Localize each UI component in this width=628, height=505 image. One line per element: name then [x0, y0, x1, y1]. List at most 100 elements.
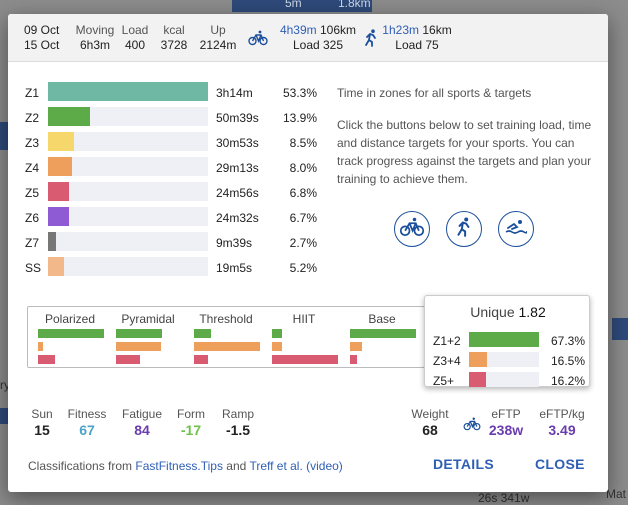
- unique-row: Z5+ 16.2%: [433, 372, 587, 389]
- distribution-threshold: Threshold: [190, 307, 262, 367]
- kcal-stat: kcal 3728: [157, 23, 191, 53]
- zone-percent: 2.7%: [289, 236, 317, 250]
- unique-row-label: Z1+2: [433, 334, 461, 348]
- ramp-value: -1.5: [225, 422, 251, 438]
- run-target-button[interactable]: [446, 211, 482, 247]
- unique-bar: [469, 352, 487, 367]
- unique-row: Z3+4 16.5%: [433, 352, 587, 369]
- sun-value: 15: [34, 422, 50, 438]
- info-title: Time in zones for all sports & targets: [337, 86, 532, 100]
- zone-label: SS: [25, 261, 42, 275]
- zone-percent: 5.2%: [289, 261, 317, 275]
- info-text: Click the buttons below to set training …: [337, 118, 592, 186]
- bike-target-button[interactable]: [394, 211, 430, 247]
- date-from: 09 Oct: [24, 23, 60, 37]
- dialog-header: 09 Oct 15 Oct Moving 6h3m Load 400 kcal …: [8, 14, 608, 62]
- unique-row: Z1+2 67.3%: [433, 332, 587, 349]
- form-label: Form: [177, 407, 205, 421]
- zone-row: Z5 24m56s 6.8%: [25, 182, 325, 202]
- ride-distance: 106km: [320, 23, 357, 37]
- ride-load: Load 325: [292, 38, 344, 52]
- zone-time: 24m56s: [216, 186, 259, 200]
- unique-row-percent: 67.3%: [550, 334, 585, 348]
- zone-bar-track: [48, 232, 208, 251]
- run-distance: 16km: [422, 23, 452, 37]
- unique-value: 1.82: [518, 304, 546, 320]
- background-left-strip: [0, 122, 8, 150]
- swim-target-button[interactable]: [498, 211, 534, 247]
- weight-stat: Weight 68: [406, 406, 454, 438]
- eftpkg-stat: eFTP/kg 3.49: [534, 406, 590, 438]
- zone-row: Z4 29m13s 8.0%: [25, 157, 325, 177]
- credits-mid: and: [222, 459, 250, 473]
- close-button[interactable]: CLOSE: [535, 456, 585, 472]
- eftp-stat: eFTP 238w: [484, 406, 528, 438]
- zone-bar-track: [48, 132, 208, 151]
- distribution-comparison: Polarized Pyramidal Threshold HIIT Base: [27, 306, 425, 368]
- unique-bar-track: [469, 352, 539, 367]
- fatigue-label: Fatigue: [121, 407, 163, 421]
- zone-row: SS 19m5s 5.2%: [25, 257, 325, 277]
- date-range: 09 Oct 15 Oct: [24, 23, 59, 53]
- kcal-value: 3728: [160, 38, 188, 52]
- zone-bar-track: [48, 257, 208, 276]
- moving-label: Moving: [75, 23, 115, 37]
- distribution-hiit: HIIT: [268, 307, 340, 367]
- weight-value: 68: [422, 422, 438, 438]
- run-totals: 1h23m 16km: [380, 23, 454, 38]
- ride-summary: 4h39m 106km Load 325: [271, 23, 365, 53]
- zone-time: 9m39s: [216, 236, 253, 250]
- run-icon: [456, 216, 472, 242]
- eftpkg-label: eFTP/kg: [539, 407, 585, 421]
- zone-time: 19m5s: [216, 261, 253, 275]
- zone-row: Z6 24m32s 6.7%: [25, 207, 325, 227]
- background-top-text-2: 1.8km: [338, 0, 371, 10]
- distribution-bar: [194, 342, 260, 351]
- zone-percent: 8.0%: [289, 161, 317, 175]
- zone-bar-track: [48, 82, 208, 101]
- zone-label: Z6: [25, 211, 40, 225]
- zone-percent: 8.5%: [289, 136, 317, 150]
- moving-stat: Moving 6h3m: [70, 23, 120, 53]
- unique-row-percent: 16.2%: [550, 374, 585, 388]
- zone-row: Z2 50m39s 13.9%: [25, 107, 325, 127]
- fitness-stat: Fitness 67: [64, 406, 110, 438]
- zone-row: Z1 3h14m 53.3%: [25, 82, 325, 102]
- fastfitness-link[interactable]: FastFitness.Tips: [135, 459, 223, 473]
- background-bottom-text: 26s 341w: [478, 491, 530, 505]
- treff-link[interactable]: Treff et al. (video): [249, 459, 343, 473]
- zone-time: 29m13s: [216, 161, 259, 175]
- zone-percent: 13.9%: [282, 111, 317, 125]
- form-stat: Form -17: [172, 406, 210, 438]
- distribution-name: Threshold: [199, 312, 253, 326]
- eftpkg-value: 3.49: [548, 422, 576, 438]
- zone-bar-track: [48, 182, 208, 201]
- zone-row: Z7 9m39s 2.7%: [25, 232, 325, 252]
- distribution-bar: [272, 342, 283, 351]
- distribution-base: Base: [346, 307, 418, 367]
- zone-label: Z4: [25, 161, 40, 175]
- bike-icon: [463, 417, 481, 436]
- ride-totals: 4h39m 106km: [271, 23, 365, 38]
- fitness-value: 67: [79, 422, 95, 438]
- zone-label: Z3: [25, 136, 40, 150]
- run-time: 1h23m: [382, 23, 419, 37]
- unique-bar: [469, 372, 486, 387]
- zone-bar-track: [48, 207, 208, 226]
- up-value: 2124m: [199, 38, 237, 52]
- weight-label: Weight: [411, 407, 449, 421]
- run-load: Load 75: [395, 38, 439, 52]
- distribution-bar: [116, 342, 161, 351]
- unique-row-label: Z5+: [433, 374, 455, 388]
- swim-icon: [505, 218, 528, 241]
- date-to: 15 Oct: [24, 38, 60, 52]
- moving-value: 6h3m: [79, 38, 111, 52]
- background-top-text: 5m: [285, 0, 302, 10]
- ride-time: 4h39m: [279, 23, 317, 37]
- zone-bar: [48, 132, 74, 151]
- zone-label: Z2: [25, 111, 40, 125]
- zone-label: Z1: [25, 86, 40, 100]
- background-right-text: Mat: [606, 487, 627, 501]
- details-button[interactable]: DETAILS: [433, 456, 494, 472]
- bike-icon: [399, 217, 425, 242]
